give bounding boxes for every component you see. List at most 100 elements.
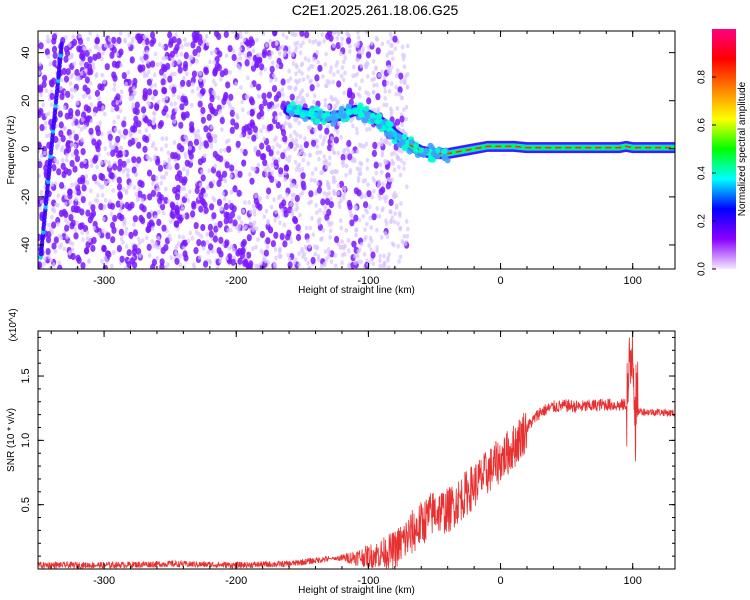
noise-dot <box>399 157 403 163</box>
noise-dot <box>323 97 328 103</box>
noise-dot <box>393 211 398 217</box>
noise-dot <box>164 171 169 176</box>
noise-dot <box>190 102 194 108</box>
noise-dot <box>256 162 261 168</box>
noise-dot <box>364 207 368 213</box>
noise-dot <box>299 100 304 106</box>
noise-dot <box>384 102 389 108</box>
noise-dot <box>39 199 44 205</box>
noise-dot <box>167 233 172 239</box>
noise-dot <box>46 54 51 59</box>
noise-dot <box>59 181 65 190</box>
noise-dot <box>309 84 315 92</box>
noise-dot <box>98 120 102 126</box>
noise-dot <box>242 149 248 157</box>
noise-dot <box>245 39 251 47</box>
noise-dot <box>347 203 353 211</box>
noise-dot <box>146 225 152 233</box>
noise-dot <box>398 72 404 80</box>
noise-dot <box>101 228 105 234</box>
noise-dot <box>174 107 178 113</box>
noise-dot <box>100 258 104 264</box>
noise-dot <box>305 92 310 98</box>
noise-dot <box>236 115 240 120</box>
noise-dot <box>222 196 227 202</box>
noise-dot <box>200 174 206 182</box>
noise-dot <box>342 186 347 192</box>
noise-dot <box>365 157 370 163</box>
noise-dot <box>85 87 91 95</box>
noise-dot <box>115 100 120 105</box>
noise-dot <box>222 94 228 102</box>
noise-dot <box>143 116 149 124</box>
noise-dot <box>178 175 184 184</box>
noise-dot <box>280 129 287 137</box>
noise-dot <box>263 167 268 173</box>
ridge-blob <box>296 104 303 111</box>
noise-dot <box>134 191 139 197</box>
noise-dot <box>122 219 126 225</box>
y-tick-label: -40 <box>20 237 32 253</box>
noise-dot <box>371 70 376 76</box>
noise-dot <box>392 35 398 43</box>
noise-dot <box>248 221 253 227</box>
noise-dot <box>145 154 150 160</box>
noise-dot <box>235 249 241 257</box>
noise-dot <box>215 153 221 161</box>
noise-dot <box>182 166 186 172</box>
noise-dot <box>369 247 373 252</box>
noise-dot <box>355 71 360 77</box>
noise-dot <box>188 145 192 151</box>
noise-dot <box>112 214 118 222</box>
noise-dot <box>402 234 407 239</box>
noise-dot <box>190 235 195 241</box>
noise-dot <box>350 213 354 219</box>
noise-dot <box>229 227 233 233</box>
noise-dot <box>298 134 303 139</box>
noise-dot <box>151 119 156 125</box>
noise-dot <box>153 241 158 247</box>
noise-dot <box>402 64 407 70</box>
noise-dot <box>83 46 87 51</box>
noise-dot <box>244 224 248 230</box>
noise-dot <box>252 220 257 225</box>
noise-dot <box>84 173 89 179</box>
noise-dot <box>63 75 70 83</box>
noise-dot <box>404 116 409 122</box>
noise-dot <box>71 121 75 127</box>
noise-dot <box>259 142 265 150</box>
noise-dot <box>269 78 273 83</box>
noise-dot <box>273 217 277 223</box>
noise-dot <box>203 260 209 268</box>
noise-dot <box>311 39 316 45</box>
noise-dot <box>219 76 223 82</box>
noise-dot <box>359 143 364 149</box>
noise-dot <box>117 164 123 172</box>
noise-dot <box>288 133 293 139</box>
noise-dot <box>118 108 123 114</box>
noise-dot <box>331 179 336 185</box>
noise-dot <box>317 156 321 162</box>
noise-dot <box>123 128 129 136</box>
noise-dot <box>283 120 288 126</box>
noise-dot <box>273 247 278 252</box>
noise-dot <box>175 243 179 249</box>
noise-dot <box>371 89 376 95</box>
noise-dot <box>405 184 409 190</box>
x-tick-label: -200 <box>225 575 247 587</box>
noise-dot <box>173 220 179 228</box>
noise-dot <box>307 38 312 44</box>
noise-dot <box>237 257 243 265</box>
noise-dot <box>100 192 105 198</box>
noise-dot <box>195 58 199 64</box>
noise-dot <box>201 245 206 251</box>
noise-dot <box>84 68 88 74</box>
noise-dot <box>342 245 346 251</box>
noise-dot <box>354 126 359 132</box>
noise-dot <box>45 248 51 256</box>
noise-dot <box>179 103 185 111</box>
noise-dot <box>213 138 218 144</box>
noise-dot <box>246 110 251 116</box>
noise-dot <box>80 196 86 204</box>
noise-dot <box>50 182 55 187</box>
